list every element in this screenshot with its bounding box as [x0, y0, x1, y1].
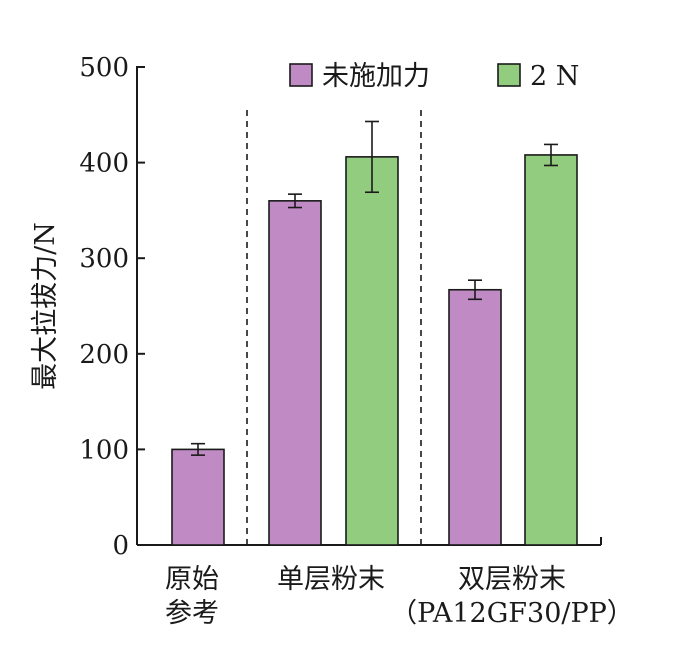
- bar-2-1: [524, 154, 578, 546]
- category-label-2-line-0: 双层粉末: [458, 564, 566, 595]
- y-tick-label: 100: [79, 435, 129, 465]
- bar-0-0: [171, 448, 225, 546]
- bar-1-1: [345, 156, 399, 546]
- error-bar-2-0: [468, 279, 482, 301]
- legend: 未施加力 2 N: [289, 61, 579, 92]
- error-bar-0-0: [191, 442, 205, 456]
- category-label-1-line-0: 单层粉末: [277, 564, 385, 595]
- legend-item-0: 未施加力: [289, 61, 430, 92]
- category-label-2-line-1: （PA12GF30/PP）: [390, 598, 634, 629]
- error-bars: [191, 120, 558, 456]
- category-label-0-line-0: 原始: [165, 564, 219, 595]
- y-tick-label: 500: [79, 53, 129, 83]
- error-bar-2-1: [544, 143, 558, 167]
- legend-item-1: 2 N: [497, 61, 579, 92]
- bars: [171, 154, 578, 546]
- y-tick-label: 0: [112, 531, 129, 561]
- y-tick-label: 300: [79, 244, 129, 274]
- legend-label-1: 2 N: [530, 61, 579, 92]
- error-bar-1-1: [365, 120, 379, 194]
- y-tick-label: 400: [79, 149, 129, 179]
- y-axis-label: 最大拉拔力/N: [30, 222, 61, 390]
- y-tick-label: 200: [79, 340, 129, 370]
- legend-swatch-1: [497, 63, 521, 87]
- bar-2-0: [448, 288, 502, 546]
- legend-swatch-0: [289, 63, 313, 87]
- legend-label-0: 未施加力: [322, 61, 430, 92]
- error-bar-1-0: [288, 193, 302, 209]
- category-label-0-line-1: 参考: [165, 598, 219, 629]
- y-ticks: 0 100 200 300 400 500: [79, 53, 145, 561]
- bar-1-0: [268, 200, 322, 546]
